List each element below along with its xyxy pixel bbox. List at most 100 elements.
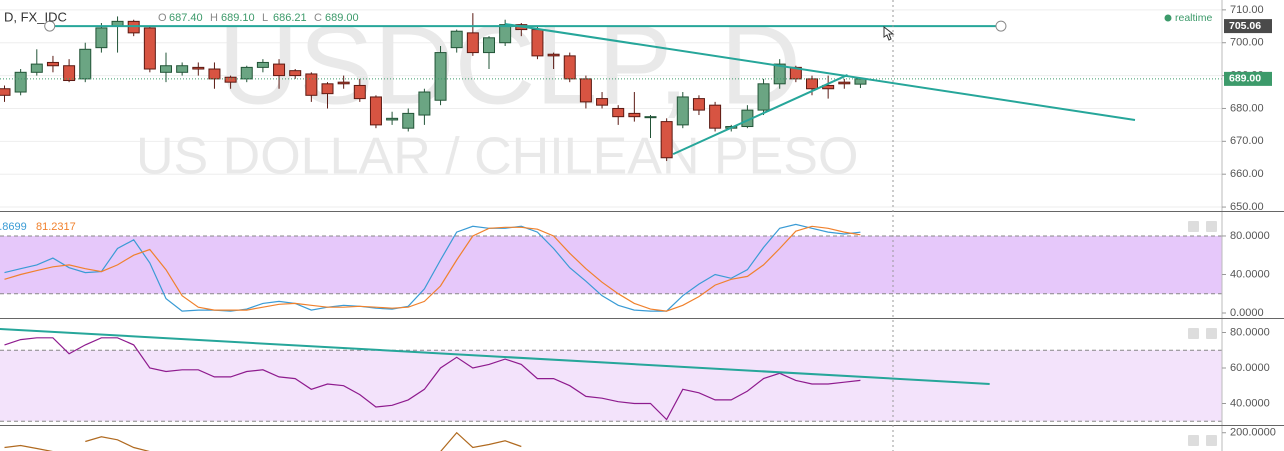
trend-line [0,327,990,385]
candle-body [402,112,415,129]
candle-body [596,98,609,106]
y-tick-label: 0.0000 [1230,307,1264,319]
pane [0,327,1222,422]
series-line [4,431,522,451]
pane [4,431,522,451]
y-tick-label: 710.00 [1230,4,1264,16]
candle-body [547,53,560,57]
symbol-title: D, FX_IDC [4,9,67,24]
legend-value: 83.8699 [0,221,27,233]
candle-body [773,63,786,85]
candle-body [0,88,11,96]
price-badge-label: 705.06 [1229,20,1261,32]
price-badge [1224,19,1272,34]
ohlc-key: H [210,12,218,24]
candle-body [273,63,286,77]
candle-body [628,112,641,118]
candle-body [676,96,689,126]
candle-body [531,29,544,57]
candle-body [321,83,334,95]
ohlc-key: L [262,12,268,24]
pane [0,223,1222,312]
ohlc-value: 686.21 [273,12,307,24]
candle-body [95,27,108,49]
candle-body [160,65,172,73]
y-tick-label: 650.00 [1230,201,1264,213]
candle-body [434,52,447,101]
candle-body [806,78,818,90]
candle-body [612,107,625,118]
candle-body [14,71,27,93]
candle-body [386,117,399,121]
pane-button [1206,221,1217,232]
pane-button [1188,435,1199,446]
candle-body [709,104,722,129]
y-tick-label: 660.00 [1230,168,1264,180]
candle-body [63,65,76,82]
candle-body [46,61,59,67]
cursor [883,25,895,41]
candle-body [256,61,269,68]
watermark-subtitle: US DOLLAR / CHILEAN PESO [136,128,858,186]
handle [44,20,56,32]
pane-button [1206,435,1217,446]
y-tick-label: 60.0000 [1230,362,1270,374]
candle-body [579,78,592,103]
pane-button [1206,328,1217,339]
candle-body [224,76,237,83]
candle-body [644,116,657,119]
y-tick-label: 40.0000 [1230,268,1270,280]
status: realtime [1175,12,1213,24]
band [0,350,1222,422]
legend-value: 81.2317 [36,221,76,233]
ohlc-key: O [158,12,167,24]
ohlc-value: 687.40 [169,12,203,24]
candle-body [30,63,43,73]
trend-line [672,74,848,156]
candle-body [563,55,576,80]
candle-body [240,66,253,80]
candle-body [757,83,770,111]
candle-body [692,98,705,111]
plot: USDCLP, DUS DOLLAR / CHILEAN PESO [0,3,1222,451]
price-badge [1224,71,1272,86]
series-line [4,223,861,312]
candle-body [369,96,382,126]
pane-button [1188,328,1199,339]
y-tick-label: 40.0000 [1230,397,1270,409]
candle-body [192,66,205,70]
candle-body [499,24,512,44]
ohlc-value: 689.10 [221,12,255,24]
y-tick-label: 670.00 [1230,135,1264,147]
series-line [4,337,861,421]
candle-body [660,121,673,159]
trend-line [504,23,1136,121]
y-tick-label: 680.00 [1230,102,1264,114]
candle-body [418,91,431,116]
y-tick-label: 200.0000 [1230,427,1276,439]
candle-body [450,30,463,49]
price-badge-label: 689.00 [1229,73,1261,85]
candle-body [127,20,140,34]
y-tick-label: 80.0000 [1230,230,1270,242]
y-tick-label: 700.00 [1230,37,1264,49]
ohlc-value: 689.00 [325,12,359,24]
candle-body [483,37,495,54]
candle-body [838,81,851,85]
ohlc-key: C [314,12,322,24]
band [0,235,1222,294]
y-tick-label: 80.0000 [1230,326,1270,338]
candle-body [176,65,189,73]
candle-body [208,68,221,80]
candle-body [353,84,366,100]
candle-body [289,70,302,77]
candle-body [337,81,350,85]
series-line [4,225,861,312]
status-dot [1164,14,1172,22]
candle-body [305,73,318,96]
pane-button [1188,221,1199,232]
pane: USDCLP, DUS DOLLAR / CHILEAN PESO [0,3,1222,208]
candle-body [143,27,156,70]
handle [995,20,1007,32]
